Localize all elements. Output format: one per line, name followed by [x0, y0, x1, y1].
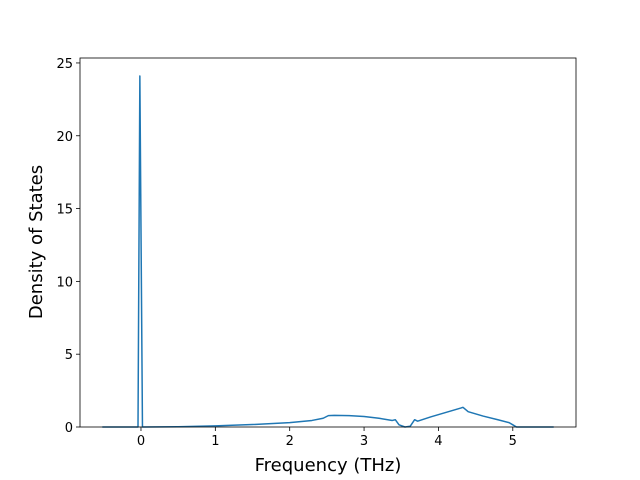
plot-frame — [79, 57, 577, 428]
y-tick-label: 15 — [56, 203, 73, 218]
y-axis-label: Density of States — [26, 165, 47, 319]
y-tick-label: 5 — [65, 348, 73, 363]
x-axis-label: Frequency (THz) — [255, 455, 402, 476]
x-tick-label: 5 — [509, 434, 517, 449]
x-tick-label: 1 — [211, 434, 219, 449]
y-tick-label: 10 — [56, 275, 73, 290]
dos-line — [102, 75, 554, 428]
y-tick-label: 20 — [56, 130, 73, 145]
x-tick-label: 2 — [286, 434, 294, 449]
y-tick-label: 0 — [65, 421, 73, 436]
x-tick-label: 3 — [360, 434, 368, 449]
x-tick-label: 0 — [137, 434, 145, 449]
x-tick-label: 4 — [434, 434, 442, 449]
y-tick-label: 25 — [56, 57, 73, 72]
